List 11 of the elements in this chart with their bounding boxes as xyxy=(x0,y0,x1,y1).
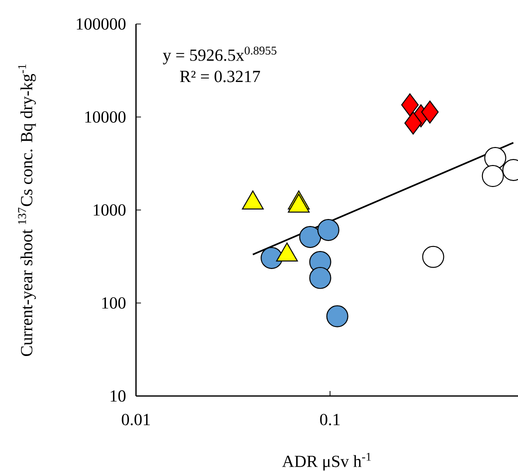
y-tick-label: 10000 xyxy=(85,111,126,123)
y-tick-label: 100 xyxy=(102,297,126,309)
y-tick-label: 1000 xyxy=(94,204,126,216)
annotation: y = 5926.5x$^{0.8955}$ xyxy=(162,46,276,64)
y-tick-label: 100000 xyxy=(76,18,126,30)
x-axis-title: ADR μSv h$^{-1}$ xyxy=(282,452,371,471)
y-tick-label: 10 xyxy=(110,390,126,402)
x-tick-label: 0.01 xyxy=(122,414,150,426)
x-tick-label: 0.1 xyxy=(320,414,340,426)
y-axis-title: Current-year shoot $^{137}$Cs conc. Bq dry-kg$^{-1}$ xyxy=(18,64,36,356)
annotation: R² = 0.3217 xyxy=(180,70,260,82)
